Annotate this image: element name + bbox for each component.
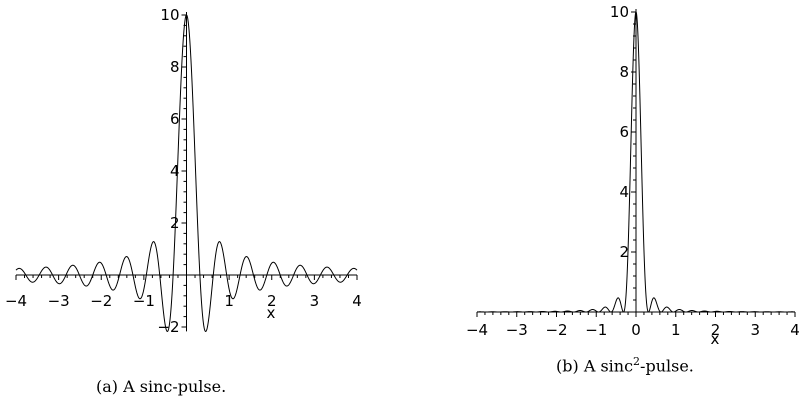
x-tick-label: 2 <box>267 292 277 310</box>
x-tick-label: −4 <box>466 321 488 339</box>
caption-b-superscript: 2 <box>633 355 641 368</box>
caption-b-suffix: -pulse. <box>640 356 694 376</box>
x-tick-label: −4 <box>5 292 27 310</box>
y-tick-label: 2 <box>619 243 629 261</box>
x-tick-label: 0 <box>631 321 641 339</box>
function-curve <box>476 11 796 313</box>
x-tick-label: −2 <box>545 321 567 339</box>
y-tick-label: 6 <box>619 123 629 141</box>
x-tick-label: 1 <box>671 321 681 339</box>
x-axis-title: x <box>267 304 276 322</box>
y-tick-label: 8 <box>170 58 180 76</box>
x-tick-label: 3 <box>310 292 320 310</box>
y-tick-label: 6 <box>170 110 180 128</box>
y-tick-label: −2 <box>157 318 179 336</box>
caption-a: (a) A sinc-pulse. <box>96 377 226 396</box>
x-tick-label: 4 <box>790 321 799 339</box>
x-tick-label: −3 <box>48 292 70 310</box>
caption-a-text: (a) A sinc-pulse. <box>96 377 227 396</box>
sinc-squared-pulse-plot: −4 −3 −2 −1 0 1 2 3 4 2 4 6 8 10 x <box>466 3 799 348</box>
y-tick-label: 4 <box>619 183 629 201</box>
y-tick-label: 2 <box>170 214 180 232</box>
x-axis-title: x <box>711 330 720 348</box>
x-tick-label: 2 <box>711 321 721 339</box>
x-tick-label: −2 <box>90 292 112 310</box>
x-tick-label: −1 <box>585 321 607 339</box>
y-tick-label: 10 <box>160 6 179 24</box>
x-tick-label: −1 <box>133 292 155 310</box>
y-tick-label: 10 <box>610 3 629 21</box>
caption-b-text: (b) A sinc <box>556 356 634 376</box>
y-tick-label: 4 <box>170 162 180 180</box>
y-tick-label: 8 <box>619 63 629 81</box>
x-tick-label: 4 <box>352 292 362 310</box>
x-tick-label: −3 <box>506 321 528 339</box>
x-tick-label: 1 <box>224 292 234 310</box>
x-tick-label: 3 <box>750 321 760 339</box>
caption-b: (b) A sinc2-pulse. <box>556 355 694 375</box>
function-curve <box>15 14 358 333</box>
